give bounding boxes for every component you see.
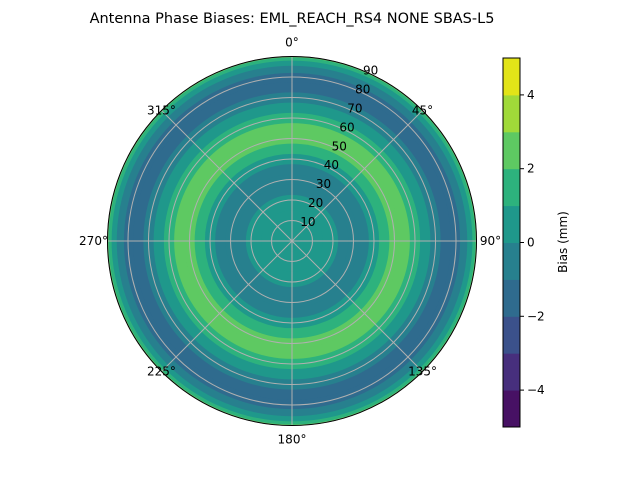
angular-tick-label: 135° [408,365,437,379]
angular-tick-label: 225° [147,365,176,379]
colorbar-tick-label: −4 [527,383,545,397]
radial-tick-label: 50 [332,139,347,153]
angular-gridline [291,110,423,242]
colorbar-tick-label: 2 [527,162,535,176]
angular-gridline [291,240,423,372]
radial-tick-label: 40 [324,158,339,172]
polar-frame [107,56,477,426]
radial-tick-label: 20 [308,196,323,210]
angular-gridline [161,110,293,242]
colorbar-band [503,94,520,133]
colorbar-band [503,131,520,170]
colorbar-band [503,205,520,243]
angular-tick-labels: 0° 45° 90° 135° 180° 225° 270° 315° [79,36,501,447]
colorbar-tick-label: 0 [527,236,535,250]
angular-tick-label: 315° [147,103,176,117]
colorbar-band [503,353,520,391]
radial-tick-label: 80 [355,82,370,96]
polar-grid [107,56,477,426]
colorbar: −4 −2 0 2 4 [502,57,545,428]
radial-tick-label: 60 [339,120,354,134]
radial-tick-labels: 10 20 30 40 50 60 70 80 90 [300,64,378,230]
colorbar-band [503,390,520,428]
colorbar-tick-label: 4 [527,88,535,102]
angular-tick-label: 90° [480,234,501,248]
colorbar-label: Bias (mm) [556,211,570,273]
radial-tick-label: 70 [347,101,362,115]
angular-tick-label: 270° [79,234,108,248]
chart-title: Antenna Phase Biases: EML_REACH_RS4 NONE… [90,11,495,27]
colorbar-band [503,168,520,207]
colorbar-band [503,316,520,354]
angular-tick-label: 0° [285,36,299,50]
colorbar-band [503,279,520,317]
colorbar-band [503,242,520,280]
colorbar-tick-label: −2 [527,309,545,323]
radial-tick-label: 10 [300,215,315,229]
angular-gridline [161,240,293,372]
angular-tick-label: 180° [278,433,307,447]
angular-tick-label: 45° [412,103,433,117]
colorbar-band [503,58,520,96]
radial-tick-label: 90 [363,64,378,78]
radial-tick-label: 30 [316,177,331,191]
